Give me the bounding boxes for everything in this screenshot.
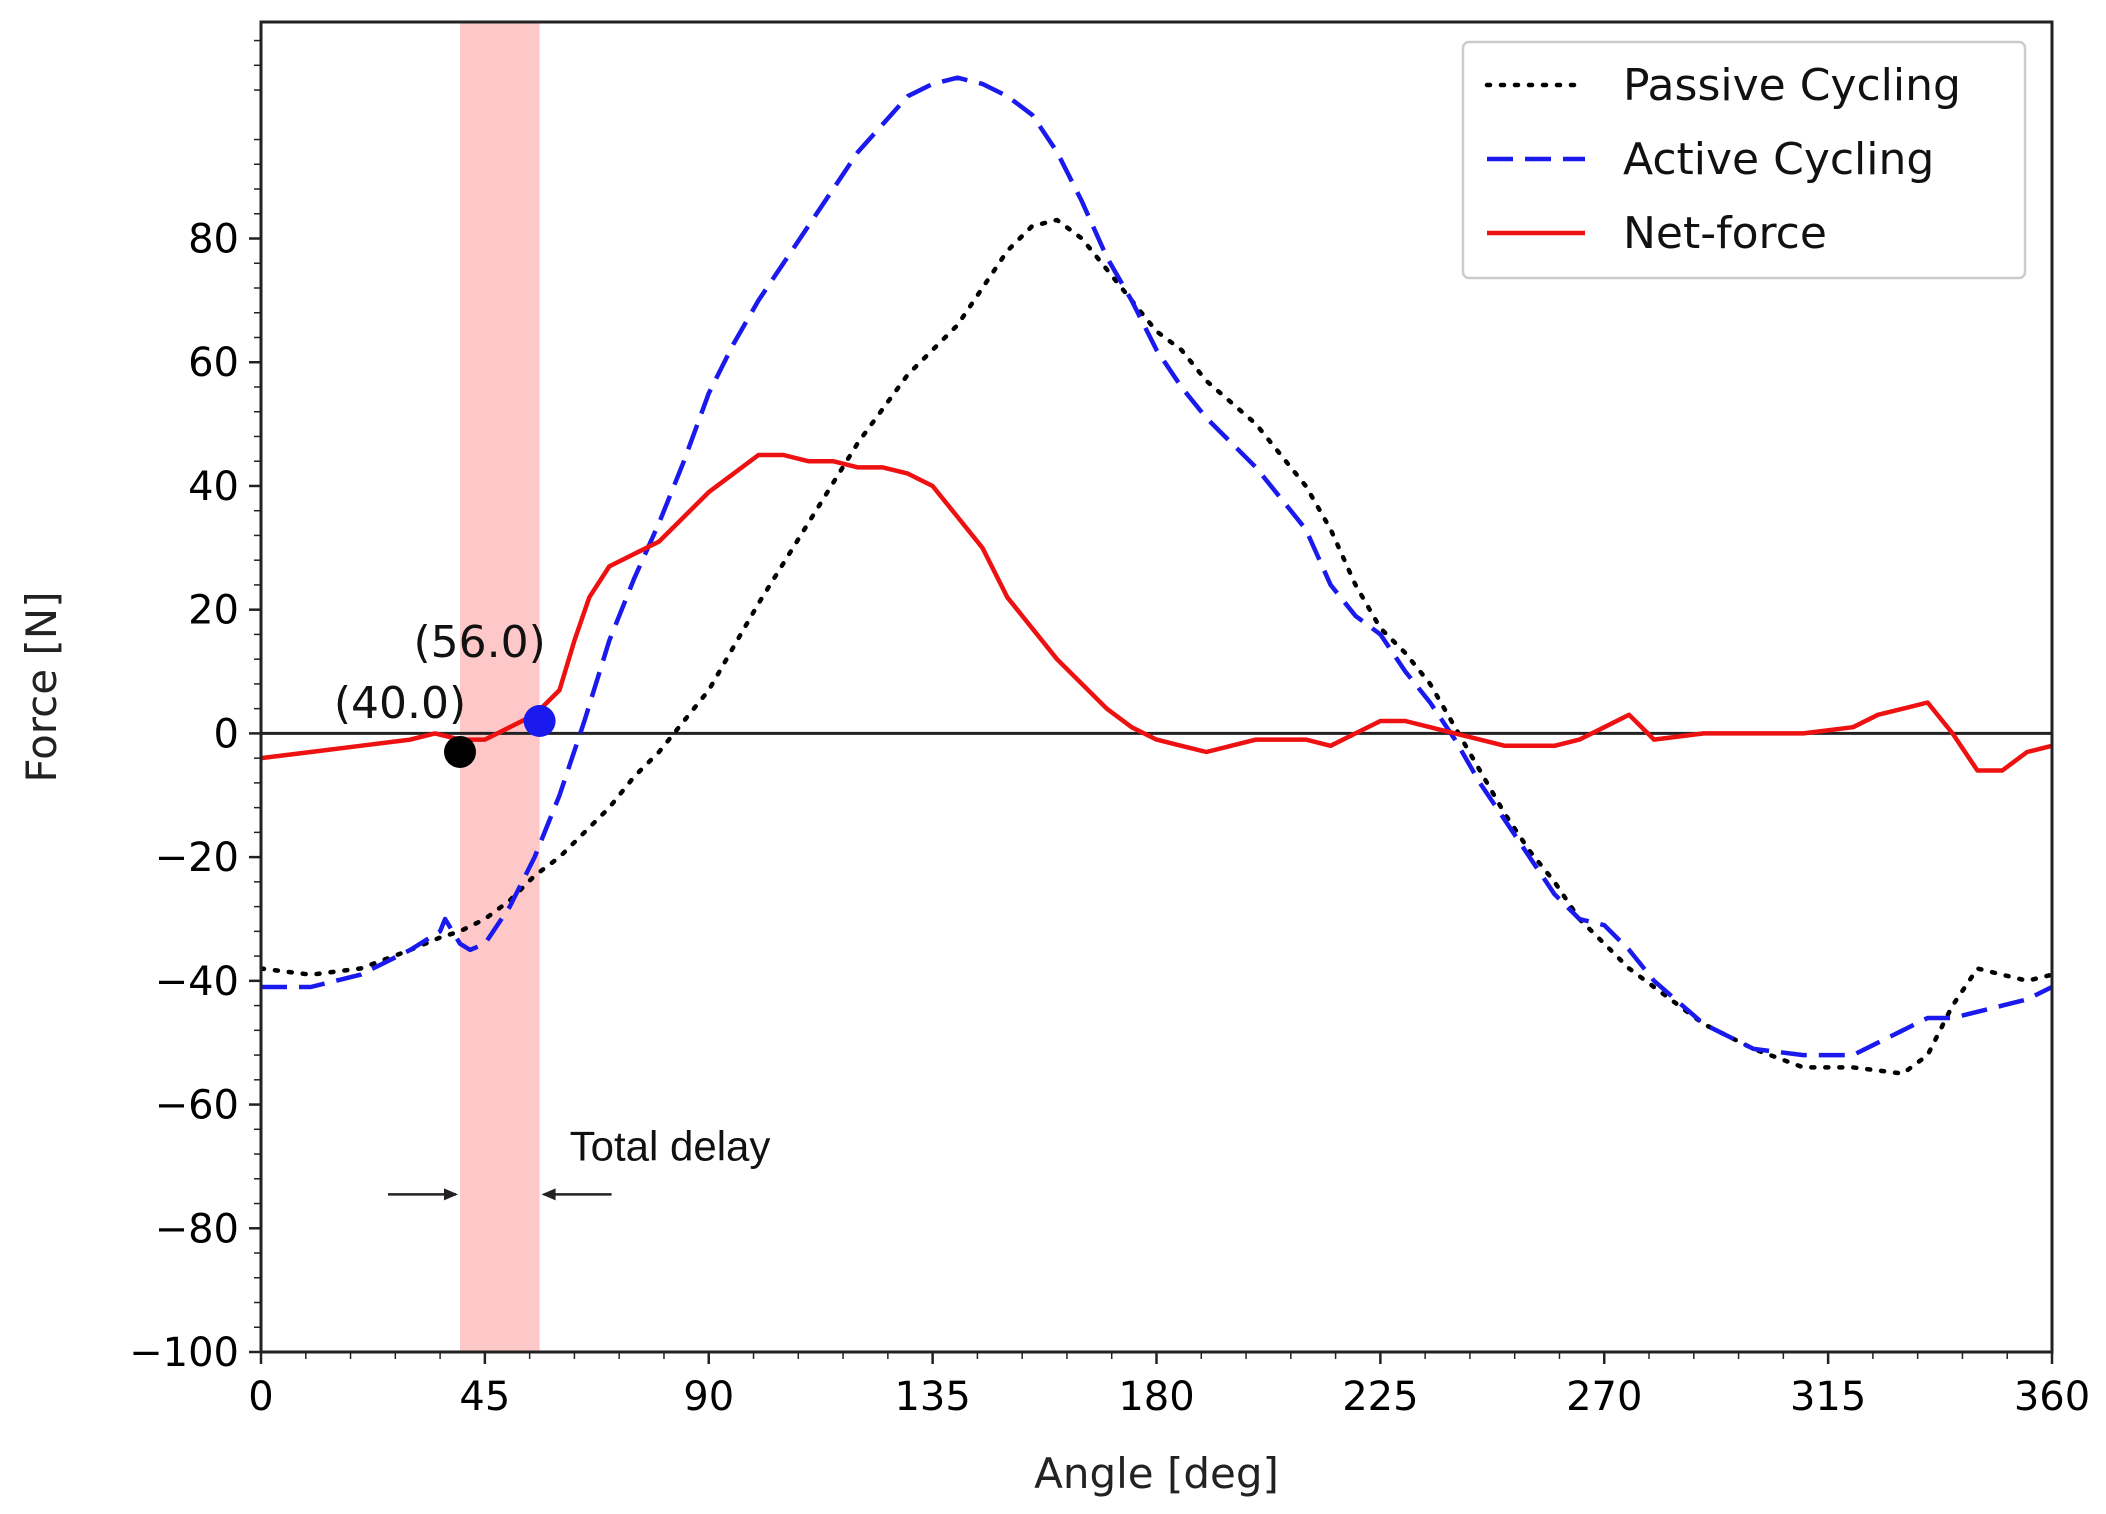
- y-tick-label: 20: [188, 588, 239, 634]
- y-tick-label: −60: [155, 1083, 239, 1129]
- series-line-net-force: [261, 452, 2052, 773]
- x-tick-label: 135: [894, 1374, 970, 1420]
- legend-box: [1461, 40, 2027, 280]
- marker-label-1: (56.0): [413, 617, 545, 668]
- y-axis-title: Force [N]: [17, 591, 66, 782]
- marker-label-0: (40.0): [334, 678, 466, 729]
- y-tick-label: −40: [155, 959, 239, 1005]
- x-tick-label: 45: [459, 1374, 510, 1420]
- x-axis-title: Angle [deg]: [1034, 1449, 1279, 1498]
- delay-arrow-right-head: [541, 1188, 556, 1201]
- y-tick-label: −100: [129, 1330, 239, 1376]
- series-line-active-cycling: [261, 75, 2052, 1058]
- delay-band: [460, 22, 540, 1352]
- x-tick-label: 225: [1342, 1374, 1418, 1420]
- y-tick-label: 0: [214, 711, 239, 757]
- x-tick-label: 0: [248, 1374, 273, 1420]
- legend-label-0: Passive Cycling: [1623, 60, 1961, 111]
- y-tick-label: 40: [188, 464, 239, 510]
- x-tick-label: 315: [1790, 1374, 1866, 1420]
- delay-arrow-left-head: [444, 1188, 458, 1201]
- x-tick-label: 180: [1118, 1374, 1194, 1420]
- y-tick-label: −20: [155, 835, 239, 881]
- y-tick-label: −80: [155, 1206, 239, 1252]
- x-tick-label: 270: [1566, 1374, 1642, 1420]
- total-delay-label: Total delay: [570, 1122, 771, 1169]
- legend-label-1: Active Cycling: [1623, 134, 1934, 185]
- legend-label-2: Net-force: [1623, 208, 1827, 259]
- y-tick-label: 60: [188, 340, 239, 386]
- series-group: [261, 75, 2052, 1076]
- y-tick-label: 80: [188, 217, 239, 263]
- x-tick-label: 90: [683, 1374, 734, 1420]
- x-tick-label: 360: [2014, 1374, 2090, 1420]
- marker-point-1: [523, 705, 556, 738]
- marker-point-0: [444, 735, 476, 768]
